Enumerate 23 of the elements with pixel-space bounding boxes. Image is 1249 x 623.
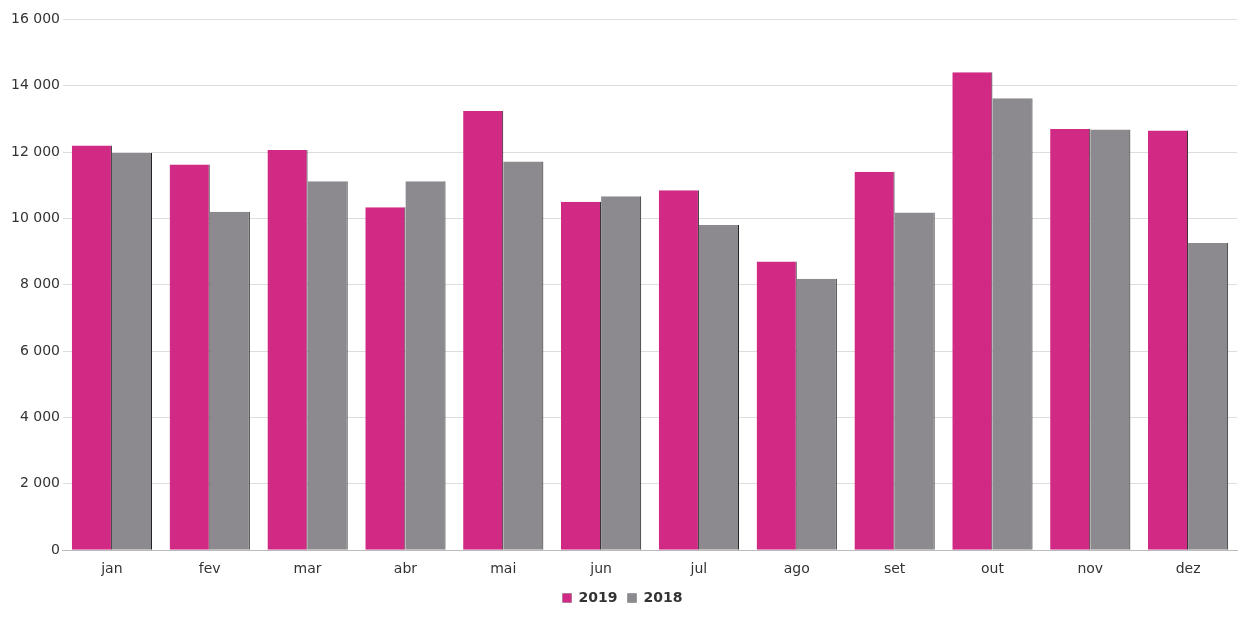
- x-tick-label: fev: [198, 560, 221, 577]
- x-tick-label: abr: [393, 560, 418, 577]
- x-tick-label: dez: [1175, 560, 1201, 577]
- y-tick-label: 14 000: [10, 76, 60, 93]
- x-tick-label: jan: [100, 560, 123, 577]
- y-tick-label: 12 000: [10, 142, 60, 159]
- y-tick-label: 16 000: [10, 10, 60, 27]
- y-tick-label: 2 000: [19, 474, 60, 491]
- x-tick-label: jun: [589, 560, 612, 577]
- legend-label: 2019: [578, 588, 618, 605]
- x-tick-label: nov: [1077, 560, 1104, 577]
- x-tick-label: ago: [783, 560, 810, 577]
- y-tick-label: 10 000: [10, 209, 60, 226]
- y-tick-label: 6 000: [19, 341, 60, 358]
- legend-label: 2018: [643, 588, 683, 605]
- x-tick-label: jul: [689, 560, 708, 577]
- x-tick-label: mar: [293, 560, 322, 577]
- x-tick-label: set: [883, 560, 906, 577]
- x-tick-label: mai: [490, 560, 517, 577]
- y-tick-label: 8 000: [19, 275, 60, 292]
- y-tick-label: 0: [51, 540, 60, 557]
- x-tick-label: out: [980, 560, 1005, 577]
- y-tick-label: 4 000: [19, 408, 60, 425]
